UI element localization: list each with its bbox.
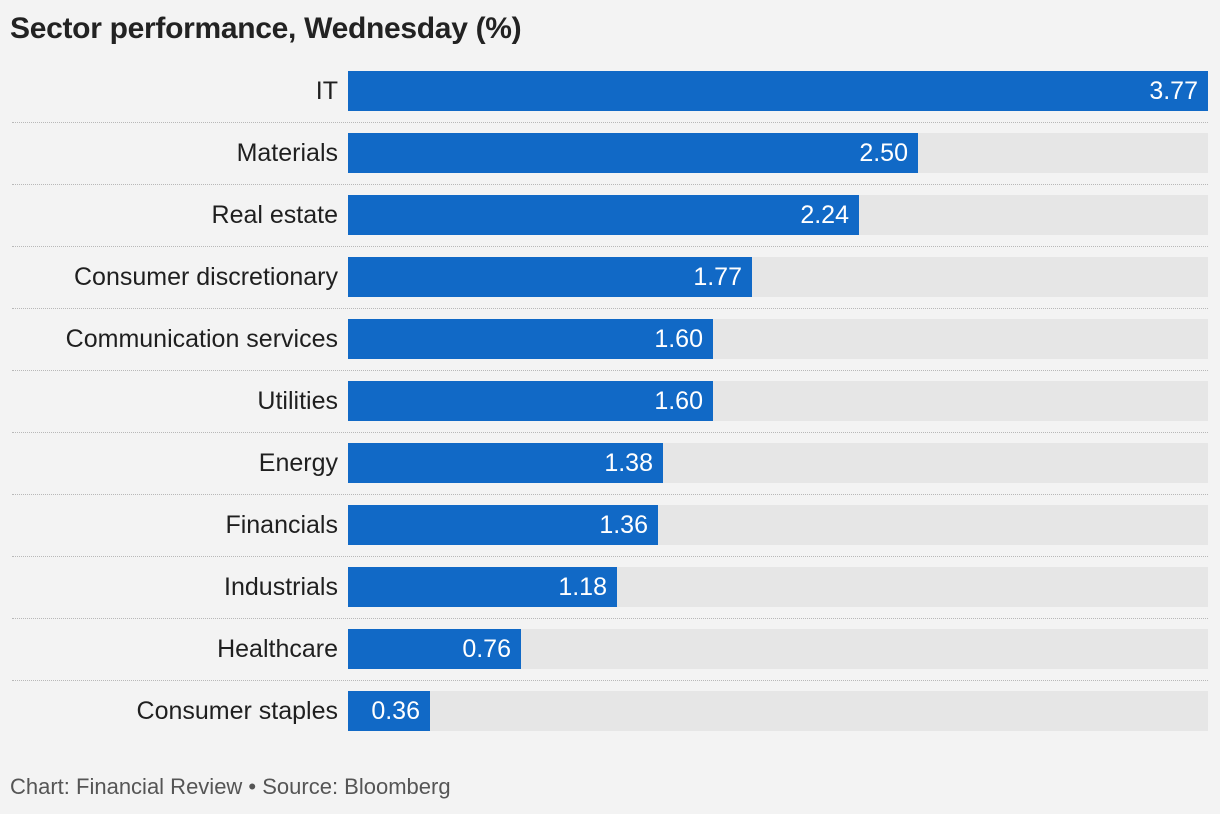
bar-value-label: 0.36: [371, 697, 420, 725]
bar: 0.36: [348, 691, 430, 731]
category-label: Consumer discretionary: [74, 263, 338, 291]
bar-row: Healthcare 0.76: [0, 629, 1220, 669]
category-label: Materials: [236, 139, 338, 167]
category-label: Utilities: [257, 387, 338, 415]
category-label: Financials: [225, 511, 338, 539]
bar-track: 1.36: [348, 505, 1208, 545]
bar: 1.77: [348, 257, 752, 297]
category-label: Real estate: [211, 201, 338, 229]
row-divider: [12, 556, 1208, 557]
bar-value-label: 1.18: [558, 573, 607, 601]
bar-track: 0.36: [348, 691, 1208, 731]
bar-row: Energy 1.38: [0, 443, 1220, 483]
bar: 2.24: [348, 195, 859, 235]
bar-track: 1.60: [348, 381, 1208, 421]
row-divider: [12, 432, 1208, 433]
bar: 1.38: [348, 443, 663, 483]
bar-track: 1.60: [348, 319, 1208, 359]
bar-value-label: 0.76: [462, 635, 511, 663]
category-label: IT: [315, 77, 338, 105]
row-divider: [12, 370, 1208, 371]
bar-row: Utilities 1.60: [0, 381, 1220, 421]
bar: 1.18: [348, 567, 617, 607]
bar-value-label: 1.77: [693, 263, 742, 291]
bar-track: 0.76: [348, 629, 1208, 669]
bar-value-label: 2.50: [859, 139, 908, 167]
bar-track: 1.77: [348, 257, 1208, 297]
bar: 2.50: [348, 133, 918, 173]
bar: 3.77: [348, 71, 1208, 111]
category-label: Consumer staples: [136, 697, 338, 725]
row-divider: [12, 184, 1208, 185]
row-divider: [12, 122, 1208, 123]
category-label: Communication services: [65, 325, 338, 353]
bar-row: Communication services 1.60: [0, 319, 1220, 359]
row-divider: [12, 494, 1208, 495]
chart-title: Sector performance, Wednesday (%): [10, 12, 522, 45]
bar: 0.76: [348, 629, 521, 669]
bar: 1.60: [348, 381, 713, 421]
bar-value-label: 1.60: [654, 387, 703, 415]
row-divider: [12, 246, 1208, 247]
category-label: Industrials: [224, 573, 338, 601]
row-divider: [12, 618, 1208, 619]
bar-row: Consumer staples 0.36: [0, 691, 1220, 731]
row-divider: [12, 680, 1208, 681]
bar-track: 3.77: [348, 71, 1208, 111]
bar-track: 2.50: [348, 133, 1208, 173]
bar-value-label: 1.38: [604, 449, 653, 477]
bar-row: Financials 1.36: [0, 505, 1220, 545]
bar-row: Industrials 1.18: [0, 567, 1220, 607]
bar-row: IT 3.77: [0, 71, 1220, 111]
row-divider: [12, 308, 1208, 309]
category-label: Healthcare: [217, 635, 338, 663]
bar-value-label: 2.24: [800, 201, 849, 229]
chart-source-footer: Chart: Financial Review • Source: Bloomb…: [10, 774, 451, 799]
bar-track: 1.18: [348, 567, 1208, 607]
bar-row: Real estate 2.24: [0, 195, 1220, 235]
bar: 1.36: [348, 505, 658, 545]
bar: 1.60: [348, 319, 713, 359]
bar-track: 2.24: [348, 195, 1208, 235]
bar-track: 1.38: [348, 443, 1208, 483]
bar-value-label: 1.60: [654, 325, 703, 353]
bar-value-label: 1.36: [599, 511, 648, 539]
bar-row: Materials 2.50: [0, 133, 1220, 173]
bar-value-label: 3.77: [1149, 77, 1198, 105]
bar-row: Consumer discretionary 1.77: [0, 257, 1220, 297]
category-label: Energy: [258, 449, 338, 477]
